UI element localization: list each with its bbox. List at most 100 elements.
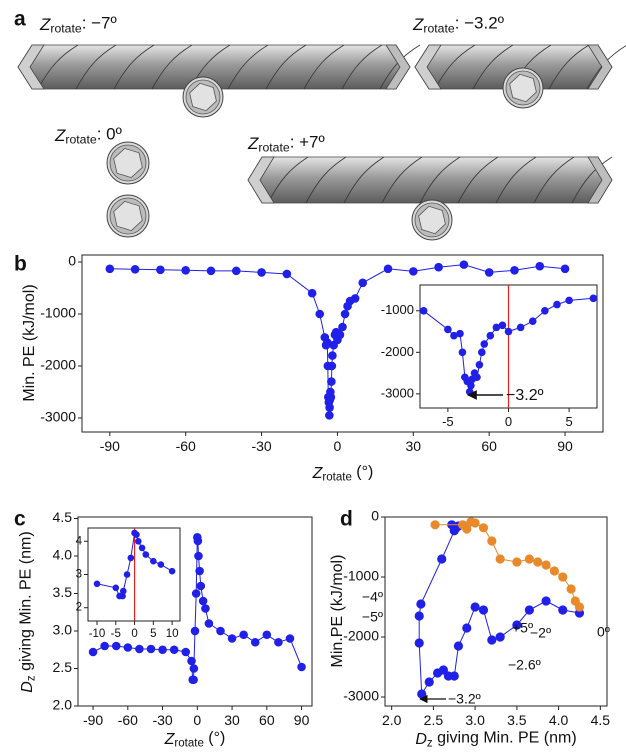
y-tick-label: 2 bbox=[76, 602, 82, 614]
data-point bbox=[195, 566, 204, 576]
x-tick-label: 2.5 bbox=[424, 712, 444, 728]
data-point bbox=[470, 518, 480, 528]
x-axis-title: Dz giving Min. PE (nm) bbox=[415, 730, 576, 750]
drill-label-text: : −7º bbox=[82, 14, 117, 33]
drill-label-symbol: Z bbox=[39, 15, 51, 34]
rod-groove bbox=[227, 44, 269, 90]
data-point bbox=[478, 348, 486, 357]
drill-label-subscript: rotate bbox=[423, 22, 454, 36]
data-point bbox=[560, 264, 570, 274]
drill-rod bbox=[247, 156, 613, 204]
y-tick-label: -3000 bbox=[381, 385, 414, 400]
data-point bbox=[419, 306, 428, 315]
x-axis-title-text: giving Min. PE (nm) bbox=[433, 730, 577, 747]
data-point bbox=[480, 340, 489, 348]
x-tick-label: -60 bbox=[118, 712, 138, 728]
data-point bbox=[484, 268, 494, 277]
data-point bbox=[257, 268, 266, 277]
drill-rod bbox=[17, 44, 421, 90]
rod-groove bbox=[343, 156, 385, 204]
data-point bbox=[462, 524, 472, 534]
data-point bbox=[231, 266, 241, 276]
y-tick-label: -2000 bbox=[381, 344, 414, 359]
data-point bbox=[325, 411, 334, 420]
data-point bbox=[216, 626, 225, 636]
data-point bbox=[191, 589, 201, 598]
data-point bbox=[190, 626, 200, 636]
x-tick-label: -5 bbox=[111, 628, 121, 640]
x-tick-label: -30 bbox=[251, 438, 271, 454]
drill-label-text: : +7º bbox=[290, 133, 325, 152]
end-view-hex bbox=[509, 73, 537, 103]
data-point bbox=[135, 537, 142, 545]
annotation: −5º bbox=[362, 609, 383, 625]
x-tick-label: 3.0 bbox=[465, 712, 485, 728]
data-point bbox=[189, 664, 199, 673]
panel-letter: b bbox=[14, 253, 27, 276]
drill-label-subscript: rotate bbox=[65, 133, 96, 147]
data-point bbox=[123, 571, 131, 578]
data-point bbox=[524, 554, 534, 564]
data-point bbox=[119, 592, 126, 600]
data-point bbox=[528, 317, 537, 325]
drill-label-subscript: rotate bbox=[258, 141, 289, 155]
data-point bbox=[274, 637, 283, 647]
data-point bbox=[130, 264, 140, 274]
data-point bbox=[430, 520, 440, 530]
y-axis-title: Min.PE (kJ/mol) bbox=[329, 555, 346, 668]
y-tick-label: -2000 bbox=[343, 628, 379, 644]
data-point bbox=[462, 623, 472, 633]
y-axis-title-symbol: D bbox=[19, 681, 36, 693]
x-tick-label: 2.0 bbox=[382, 712, 402, 728]
y-tick-label: -2000 bbox=[40, 357, 76, 373]
annotation: −3.2º bbox=[506, 387, 544, 404]
data-point bbox=[285, 634, 295, 643]
drill-label-text: : −3.2º bbox=[455, 14, 504, 33]
annotation: −2º bbox=[530, 625, 551, 641]
x-axis-title-subscript: z bbox=[427, 738, 433, 750]
data-point bbox=[105, 264, 115, 274]
data-point bbox=[409, 267, 418, 276]
data-point bbox=[449, 671, 459, 681]
data-point bbox=[487, 635, 497, 645]
data-point bbox=[541, 560, 551, 570]
data-point bbox=[193, 536, 203, 546]
data-point bbox=[541, 596, 551, 606]
data-point bbox=[187, 656, 196, 666]
data-point bbox=[262, 630, 272, 640]
data-point bbox=[383, 264, 393, 274]
data-point bbox=[138, 544, 146, 552]
data-point bbox=[111, 641, 121, 651]
rod-end bbox=[247, 156, 275, 204]
end-view-hex bbox=[418, 205, 446, 235]
rod-groove bbox=[113, 44, 155, 90]
x-tick-label: -90 bbox=[83, 712, 103, 728]
data-point bbox=[495, 632, 505, 642]
drill-label-symbol: Z bbox=[412, 15, 424, 34]
data-point bbox=[135, 644, 144, 654]
rod-groove bbox=[495, 156, 537, 204]
x-tick-label: 0 bbox=[505, 414, 512, 429]
data-point bbox=[424, 677, 434, 687]
x-tick-label: 60 bbox=[481, 438, 497, 454]
rod-groove bbox=[457, 156, 499, 204]
data-point bbox=[533, 557, 543, 567]
data-point bbox=[414, 638, 424, 648]
rod-groove bbox=[381, 156, 423, 204]
rod-groove bbox=[548, 44, 590, 90]
y-axis-title-text: giving Min. PE (nm) bbox=[18, 531, 35, 675]
drill-label-symbol: Z bbox=[247, 134, 259, 153]
y-axis-title: Dz giving Min. PE (nm) bbox=[18, 531, 38, 692]
data-point bbox=[196, 581, 206, 591]
y-tick-label: 3.0 bbox=[53, 622, 73, 638]
data-point bbox=[512, 557, 522, 567]
data-point bbox=[146, 644, 156, 654]
data-point bbox=[504, 327, 513, 336]
data-point bbox=[327, 377, 336, 386]
annotation: −4º bbox=[362, 589, 383, 605]
y-tick-label: -1000 bbox=[343, 568, 379, 584]
rod-groove bbox=[341, 44, 383, 90]
data-point bbox=[566, 584, 576, 594]
panel-letter: a bbox=[14, 8, 26, 31]
data-point bbox=[340, 309, 350, 319]
